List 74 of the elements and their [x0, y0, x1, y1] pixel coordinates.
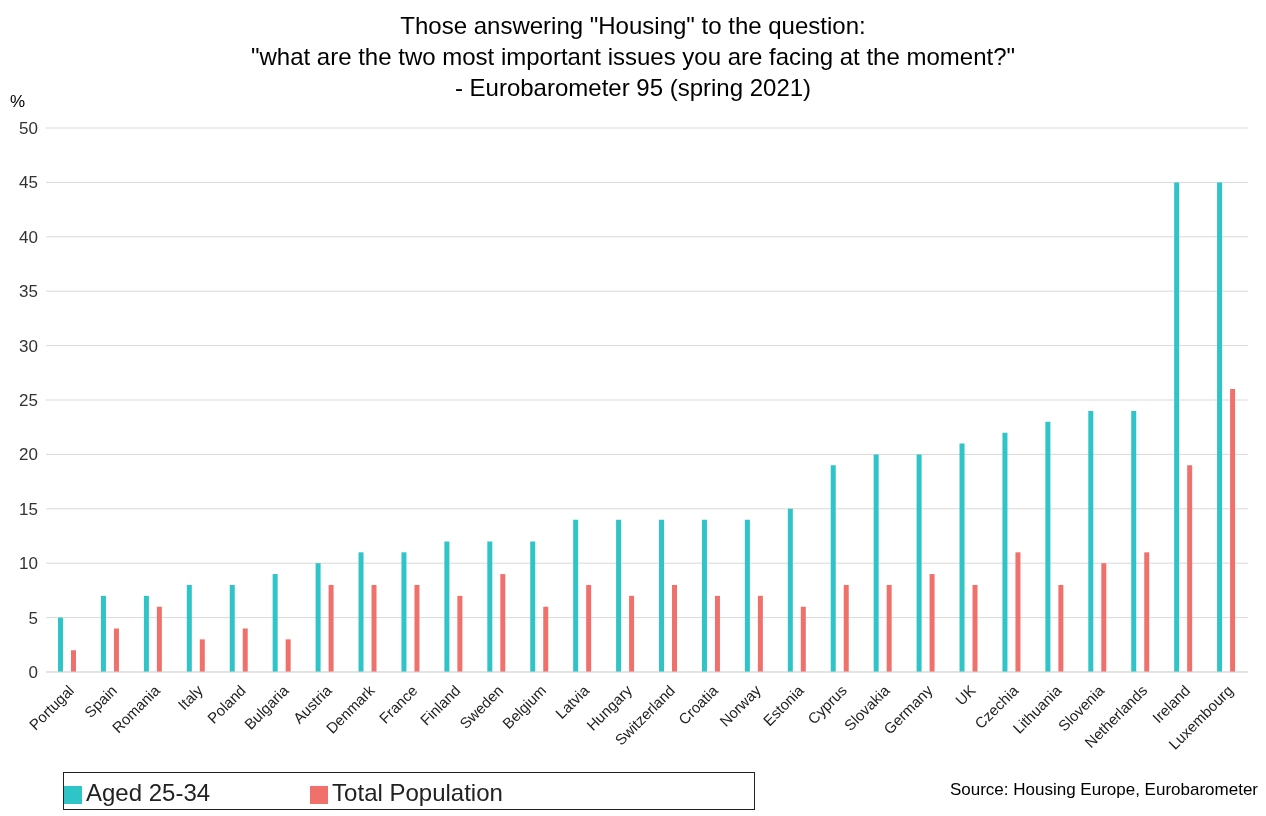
bar	[672, 584, 678, 672]
bar	[58, 617, 64, 672]
y-tick-label: 10	[19, 554, 38, 574]
bar	[701, 519, 707, 672]
bar	[1088, 410, 1094, 672]
bar	[199, 639, 205, 672]
legend-label: Aged 25-34	[86, 779, 211, 806]
y-axis-title: %	[10, 92, 26, 112]
chart-title: Those answering "Housing" to the question: "what are the two most important issues you are facing at the moment?" - Eurobarometer 95 (spring 2021)	[250, 12, 1016, 101]
bar	[1101, 563, 1107, 672]
bar	[830, 465, 836, 672]
legend-label: Total Population	[332, 779, 503, 806]
bar	[916, 454, 922, 672]
y-tick-label: 35	[19, 282, 38, 302]
bar	[328, 584, 334, 672]
bar	[1058, 584, 1064, 672]
bar	[959, 443, 965, 672]
bar	[1217, 182, 1223, 672]
y-tick-label: 45	[19, 173, 38, 193]
bar	[972, 584, 978, 672]
bar	[71, 650, 77, 672]
y-tick-label: 15	[19, 499, 38, 519]
bar	[744, 519, 750, 672]
y-tick-label: 0	[28, 663, 38, 683]
bar	[285, 639, 291, 672]
bar	[1187, 465, 1193, 672]
bar	[1045, 421, 1051, 672]
bar	[500, 574, 506, 672]
bar	[401, 552, 407, 672]
bar	[457, 595, 463, 672]
bar	[315, 563, 321, 672]
bar	[659, 519, 665, 672]
x-tick-label: UK	[951, 681, 979, 709]
bar	[371, 584, 377, 672]
bar	[272, 574, 278, 672]
bar	[113, 628, 119, 672]
y-tick-label: 30	[19, 336, 38, 356]
bar	[487, 541, 493, 672]
bar	[586, 584, 592, 672]
bar	[242, 628, 248, 672]
bar	[843, 584, 849, 672]
bar	[800, 606, 806, 672]
y-tick-label: 20	[19, 445, 38, 465]
bar	[100, 595, 106, 672]
bar	[1230, 389, 1236, 672]
bar	[414, 584, 420, 672]
bar	[143, 595, 149, 672]
bar	[757, 595, 763, 672]
y-tick-label: 5	[28, 608, 38, 628]
bar	[530, 541, 536, 672]
bar	[1144, 552, 1150, 672]
bar	[1131, 410, 1137, 672]
bar	[1015, 552, 1021, 672]
x-tick-label: Italy	[174, 681, 207, 714]
bar	[629, 595, 635, 672]
bar	[1174, 182, 1180, 672]
bar	[616, 519, 622, 672]
bar	[186, 584, 192, 672]
y-tick-label: 25	[19, 391, 38, 411]
bar	[444, 541, 450, 672]
bar	[873, 454, 879, 672]
y-tick-label: 40	[19, 227, 38, 247]
bar	[886, 584, 892, 672]
bar	[929, 574, 935, 672]
bar	[358, 552, 364, 672]
bar	[543, 606, 549, 672]
bar	[787, 508, 793, 672]
bar	[156, 606, 162, 672]
source-note: Source: Housing Europe, Eurobarometer	[949, 780, 1258, 800]
bar	[1002, 432, 1008, 672]
bar	[714, 595, 720, 672]
y-tick-label: 50	[19, 119, 38, 139]
bar	[229, 584, 235, 672]
bar	[573, 519, 579, 672]
